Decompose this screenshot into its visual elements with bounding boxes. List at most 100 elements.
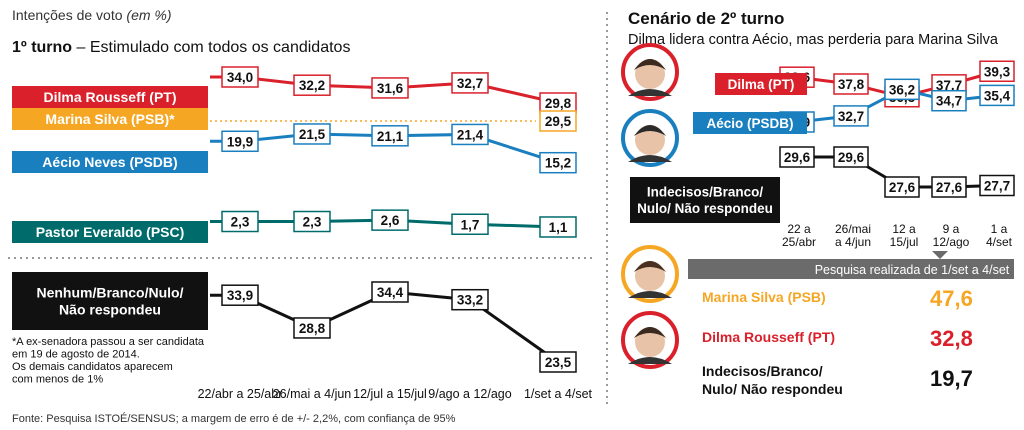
first-round-series-4-point-3-text: 2,6 [381, 213, 400, 228]
second-round-series-2-point-5-box [979, 84, 1015, 107]
second-round-series-3-point-5: 27,7 [979, 174, 1015, 197]
dilma-avatar-2-hair [634, 327, 666, 338]
first-round-series-5-label-line-1: Nenhum/Branco/Nulo/ [36, 285, 183, 301]
first-round-series-1-point-1: 34,0 [221, 66, 259, 88]
first-round-series-5-point-5-text: 23,5 [545, 355, 572, 370]
second-round-xtick-2-line-2: a 4/jun [835, 235, 871, 249]
dilma-avatar-2-face [635, 327, 665, 357]
second-round-series-1-point-2: 37,8 [833, 73, 869, 95]
second-round-series-3-point-3-text: 27,6 [889, 180, 916, 195]
first-round-series-1-point-3: 31,6 [371, 77, 409, 99]
first-round-series-1-label: Dilma Rousseff (PT) [12, 86, 208, 108]
second-round-series-3-point-4-text: 27,6 [936, 180, 963, 195]
second-round-series-3-point-5-text: 27,7 [984, 179, 1010, 194]
second-round-series-3-point-3-box [884, 176, 920, 198]
marina-scenario-value-2: 32,8 [930, 326, 973, 351]
survey-banner-arrow [932, 251, 948, 259]
first-round-series-5-point-5-box [539, 351, 577, 373]
aecio-avatar-hair [634, 125, 666, 136]
first-round-series-5-point-3: 34,4 [371, 281, 409, 303]
second-round-xtick-5-line-1: 1 a [991, 222, 1008, 236]
second-round-series-3-point-2-text: 29,6 [838, 150, 865, 165]
second-round-series-2-point-2: 32,7 [833, 105, 869, 127]
second-round-series-1-label: Dilma (PT) [715, 73, 807, 95]
source-note: Fonte: Pesquisa ISTOÉ/SENSUS; a margem d… [12, 412, 456, 425]
second-round-xtick-1-line-1: 22 a [787, 222, 811, 236]
first-round-series-3-point-3-text: 21,1 [377, 129, 404, 144]
dilma-avatar-shoulders [628, 89, 672, 96]
dilma-avatar-hair [634, 59, 666, 70]
second-round-series-1-label-bg [715, 73, 807, 95]
first-round-series-5-label: Nenhum/Branco/Nulo/Não respondeu [12, 272, 208, 330]
first-round-series-5-label-line-2: Não respondeu [59, 302, 161, 318]
first-round-series-4-point-1: 2,3 [221, 210, 259, 233]
first-round-series-4-label-bg [12, 221, 208, 243]
second-round-series-2-point-3-text: 36,2 [889, 82, 915, 97]
second-round-series-1-point-5-box [979, 60, 1015, 82]
first-round-xtick-3: 12/jul a 15/jul [353, 387, 427, 401]
chart-main-title: Intenções de voto (em %) [12, 7, 172, 23]
dilma-avatar [621, 43, 679, 101]
second-round-series-2-point-2-text: 32,7 [838, 109, 864, 124]
first-round-series-4-point-2-text: 2,3 [303, 215, 322, 230]
first-round-series-4-point-1-box [221, 210, 259, 233]
first-round-series-3-point-2-text: 21,5 [299, 127, 326, 142]
first-round-series-3-point-1-box [221, 130, 259, 153]
second-round-series-1-point-5: 39,3 [979, 60, 1015, 82]
first-round-note-line-3: Os demais candidatos aparecem [12, 361, 173, 373]
second-round-series-2-point-5: 35,4 [979, 84, 1015, 107]
first-round-series-5-point-4: 33,2 [451, 288, 489, 311]
first-round-series-3-point-5: 15,2 [539, 151, 577, 174]
first-round-series-1-point-2: 32,2 [293, 74, 331, 96]
first-round-series-2-label: Marina Silva (PSB)* [12, 108, 208, 130]
first-round-series-4-point-2: 2,3 [293, 210, 331, 233]
first-round-series-3-point-4-text: 21,4 [457, 127, 484, 142]
second-round-xtick-3-line-2: 15/jul [890, 235, 919, 249]
first-round-series-2-point-5-box [539, 110, 577, 132]
second-round-series-2-point-2-box [833, 105, 869, 127]
first-round-note-line-1: *A ex-senadora passou a ser candidata [12, 336, 205, 348]
first-round-xtick-1: 22/abr a 25/abr [198, 387, 283, 401]
first-round-series-5-point-2-box [293, 317, 331, 339]
first-round-series-3-point-1-text: 19,9 [227, 134, 253, 149]
second-round-series-1-point-5-text: 39,3 [984, 64, 1011, 79]
second-round-series-3-point-4-box [931, 176, 967, 198]
first-round-series-5-point-4-text: 33,2 [457, 293, 483, 308]
marina-scenario-name-3-line-2: Nulo/ Não respondeu [702, 381, 843, 397]
first-round-series-5-point-1: 33,9 [221, 284, 259, 306]
aecio-avatar-shoulders [628, 155, 672, 162]
first-round-series-5-point-1-box [221, 284, 259, 306]
first-round-series-1-point-4: 32,7 [451, 72, 489, 94]
first-round-series-1-label-line-1: Dilma Rousseff (PT) [43, 89, 176, 105]
second-round-series-3-point-3: 27,6 [884, 176, 920, 198]
first-round-subheading: – Estimulado com todos os candidatos [77, 39, 351, 56]
first-round-series-5-point-1-text: 33,9 [227, 288, 253, 303]
first-round-series-3-label-bg [12, 151, 208, 173]
first-round-series-4-point-4: 1,7 [451, 213, 489, 235]
first-round-series-4-point-3: 2,6 [371, 209, 409, 231]
dilma-avatar-2 [621, 311, 679, 369]
second-round-xtick-5-line-2: 4/set [986, 235, 1013, 249]
marina-avatar [621, 245, 679, 303]
first-round-series-2-point-5: 29,5 [539, 110, 577, 132]
first-round-series-3-label-line-1: Aécio Neves (PSDB) [42, 154, 177, 170]
second-round-series-3-point-1: 29,6 [779, 146, 815, 168]
second-round-series-3-label-line-1: Indecisos/Branco/ [647, 185, 764, 200]
first-round-series-3-point-3-box [371, 125, 409, 147]
marina-scenario-value-3: 19,7 [930, 366, 973, 391]
first-round-xtick-5: 1/set a 4/set [524, 387, 593, 401]
second-round-series-1-point-4-text: 37,7 [936, 78, 962, 93]
second-round-series-3-point-1-box [779, 146, 815, 168]
survey-banner-text: Pesquisa realizada de 1/set a 4/set [815, 263, 1010, 277]
first-round-series-2-label-bg [12, 108, 208, 130]
first-round-series-3-point-5-text: 15,2 [545, 156, 571, 171]
dilma-avatar-2-shoulders [628, 357, 672, 364]
second-round-series-3-label: Indecisos/Branco/Nulo/ Não respondeu [630, 177, 780, 223]
first-round-series-4-label-line-1: Pastor Everaldo (PSC) [36, 224, 185, 240]
first-round-heading: 1º turno – Estimulado com todos os candi… [12, 39, 350, 56]
first-round-series-5-point-2: 28,8 [293, 317, 331, 339]
first-round-series-5-point-5: 23,5 [539, 351, 577, 373]
marina-avatar-face [635, 261, 665, 291]
first-round-series-1-point-5: 29,8 [539, 92, 577, 114]
